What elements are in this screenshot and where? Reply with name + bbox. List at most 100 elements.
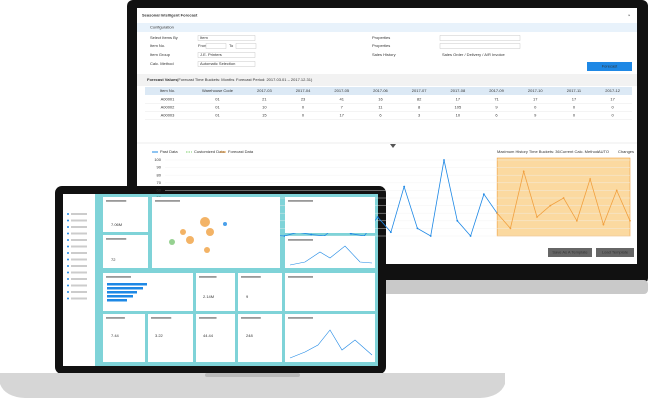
input[interactable] xyxy=(235,43,257,49)
forecast-point xyxy=(536,216,538,218)
column-header: 2017-11 xyxy=(567,88,582,93)
table-period: Forecast Period: 2017.03.01 – 2017.12.31… xyxy=(236,77,313,82)
template-button[interactable] xyxy=(596,248,634,257)
close-icon[interactable]: × xyxy=(628,13,631,18)
widget-tile[interactable] xyxy=(196,314,235,362)
widget-tile[interactable] xyxy=(152,197,280,268)
input[interactable] xyxy=(439,35,521,41)
nav-icon[interactable] xyxy=(67,291,69,293)
nav-icon[interactable] xyxy=(67,278,69,280)
nav-item[interactable] xyxy=(71,271,87,274)
mini-bar xyxy=(107,295,133,298)
widget-tile[interactable] xyxy=(285,273,375,311)
column-header: 2017-09 xyxy=(489,88,504,93)
table-cell: 17 xyxy=(533,97,538,102)
nav-item[interactable] xyxy=(71,291,87,293)
nav-item[interactable] xyxy=(71,265,87,267)
field-label: To xyxy=(229,43,234,48)
widget-tile[interactable] xyxy=(103,314,145,362)
field-value: Item xyxy=(200,35,208,40)
nav-item[interactable] xyxy=(71,252,87,254)
input[interactable] xyxy=(205,43,227,49)
nav-icon[interactable] xyxy=(67,226,69,228)
chart-info: Maximum History Time Buckets: 36 xyxy=(497,149,560,154)
dropdown[interactable] xyxy=(197,61,256,67)
nav-icon[interactable] xyxy=(67,232,69,235)
table-title: Forecast Values xyxy=(147,77,178,82)
forecast-point xyxy=(602,223,605,226)
field-label: Item No. xyxy=(150,43,165,48)
widget-tile[interactable] xyxy=(285,236,375,268)
table-cell: 15 xyxy=(262,113,267,118)
widget-title xyxy=(288,317,313,319)
nav-icon[interactable] xyxy=(67,258,69,261)
widget-title xyxy=(199,317,217,319)
nav-icon[interactable] xyxy=(67,245,69,248)
forecast-point xyxy=(496,212,499,215)
table-cell: 10 xyxy=(262,105,267,110)
table-cell: 7 xyxy=(341,105,344,110)
widget-title xyxy=(106,200,127,202)
nav-icon[interactable] xyxy=(67,297,69,300)
mini-bar xyxy=(107,291,137,294)
forecast-region xyxy=(496,157,631,237)
nav-icon[interactable] xyxy=(67,239,69,241)
nav-icon[interactable] xyxy=(67,252,69,254)
widget-tile[interactable] xyxy=(238,273,282,311)
past-point xyxy=(456,219,459,222)
table-cell: 0 xyxy=(612,105,615,110)
nav-icon[interactable] xyxy=(67,219,69,222)
dropdown[interactable] xyxy=(197,52,256,58)
nav-icon[interactable] xyxy=(67,271,69,274)
widget-tile[interactable] xyxy=(196,273,235,311)
nav-item[interactable] xyxy=(71,297,87,300)
past-point xyxy=(389,231,392,234)
table-cell: 0 xyxy=(573,105,576,110)
y-tick-label: 100 xyxy=(154,157,161,162)
widget-tile[interactable] xyxy=(103,197,148,232)
widget-title xyxy=(241,317,261,319)
y-tick-label: 70 xyxy=(157,180,162,185)
widget-tile[interactable] xyxy=(238,314,282,362)
legend-label: Past Data xyxy=(160,149,178,154)
table-cell: 01 xyxy=(215,97,220,102)
nav-item[interactable] xyxy=(71,258,87,261)
forecast-point xyxy=(549,204,552,207)
input[interactable] xyxy=(439,43,521,49)
field-value: Sales Order / Delivery / A/R Invoice xyxy=(442,52,505,57)
nav-item[interactable] xyxy=(71,278,87,280)
table-cell: A00002 xyxy=(161,105,176,110)
past-point xyxy=(376,216,379,218)
section-title: Configuration xyxy=(150,25,174,30)
chart-link: Changes xyxy=(618,149,634,154)
collapse-arrow[interactable] xyxy=(390,144,396,148)
nav-item[interactable] xyxy=(71,239,87,241)
nav-item[interactable] xyxy=(71,213,87,215)
widget-tile[interactable] xyxy=(148,314,193,362)
table-cell: 105 xyxy=(455,105,462,110)
nav-icon[interactable] xyxy=(67,213,69,215)
nav-item[interactable] xyxy=(71,284,87,287)
legend-label: Customized Data xyxy=(194,149,225,154)
widget-tile[interactable] xyxy=(103,235,148,268)
kpi-value: 9 xyxy=(246,294,249,299)
widget-title xyxy=(106,317,125,319)
table-cell: 8 xyxy=(418,105,421,110)
nav-item[interactable] xyxy=(71,219,87,222)
nav-item[interactable] xyxy=(71,245,87,248)
table-cell: 0 xyxy=(573,113,576,118)
nav-item[interactable] xyxy=(71,232,87,235)
past-point xyxy=(403,185,406,188)
forecast-button[interactable] xyxy=(587,62,632,71)
y-tick-label: 80 xyxy=(157,172,162,177)
past-point xyxy=(482,193,485,196)
nav-icon[interactable] xyxy=(67,284,69,287)
nav-icon[interactable] xyxy=(67,265,69,267)
nav-item[interactable] xyxy=(71,226,87,228)
legend-label: Forecast Data xyxy=(228,149,254,154)
widget-tile[interactable] xyxy=(285,197,375,233)
table-cell: 9 xyxy=(534,113,537,118)
template-button[interactable] xyxy=(548,248,592,257)
dropdown[interactable] xyxy=(197,35,256,41)
table-cell: 17 xyxy=(456,97,461,102)
